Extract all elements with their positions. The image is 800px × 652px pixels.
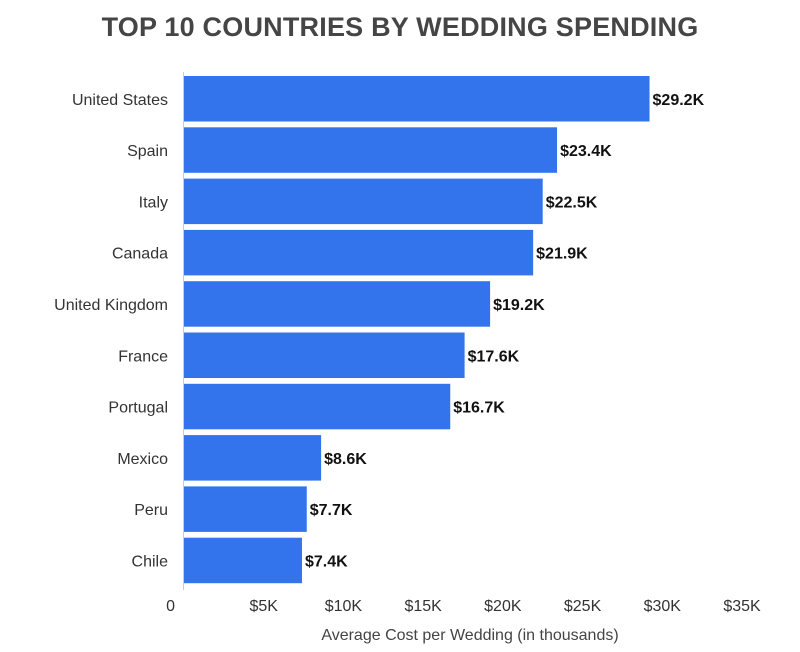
bar-united-states [184,76,650,122]
value-label: $21.9K [536,246,588,263]
x-tick-label: $35K [723,598,761,615]
value-label: $19.2K [493,297,545,314]
value-labels-group: $29.2K $23.4K $22.5K $21.9K $19.2K $17.6K $16.… [305,92,705,571]
bar-spain [184,127,558,173]
category-label: France [118,348,168,365]
bar-united-kingdom [184,281,491,327]
category-label: United Kingdom [54,297,168,314]
category-label: Chile [132,553,169,570]
x-tick-label: $25K [564,598,602,615]
x-tick-label: $20K [484,598,522,615]
bar-france [184,332,465,378]
value-label: $8.6K [324,451,367,468]
value-label: $23.4K [560,143,612,160]
x-tick-label: $15K [404,598,442,615]
x-tick-label: 0 [166,598,175,615]
bar-mexico [184,435,322,481]
category-label: Italy [139,194,168,211]
value-label: $7.7K [310,502,353,519]
category-label: United States [72,92,168,109]
category-label: Canada [112,246,168,263]
x-tick-label: $5K [249,598,278,615]
value-label: $29.2K [653,92,705,109]
category-label: Spain [127,143,168,160]
category-labels-group: United States Spain Italy Canada United King… [54,92,168,571]
x-tick-labels-group: 0 $5K $10K $15K $20K $25K $30K $35K [166,598,761,615]
x-tick-label: $10K [325,598,363,615]
bar-portugal [184,383,451,430]
category-label: Mexico [117,451,168,468]
x-axis-title: Average Cost per Wedding (in thousands) [321,627,618,644]
value-label: $17.6K [468,348,520,365]
value-label: $22.5K [546,194,598,211]
value-label: $7.4K [305,553,348,570]
bars-group [184,76,650,584]
category-label: Portugal [108,400,168,417]
value-label: $16.7K [453,400,505,417]
bar-canada [184,229,534,276]
category-label: Peru [134,502,168,519]
bar-chile [184,537,302,584]
chart-title: TOP 10 COUNTRIES BY WEDDING SPENDING [101,12,699,42]
bar-italy [184,178,543,225]
x-tick-label: $30K [644,598,682,615]
bar-peru [184,486,307,532]
